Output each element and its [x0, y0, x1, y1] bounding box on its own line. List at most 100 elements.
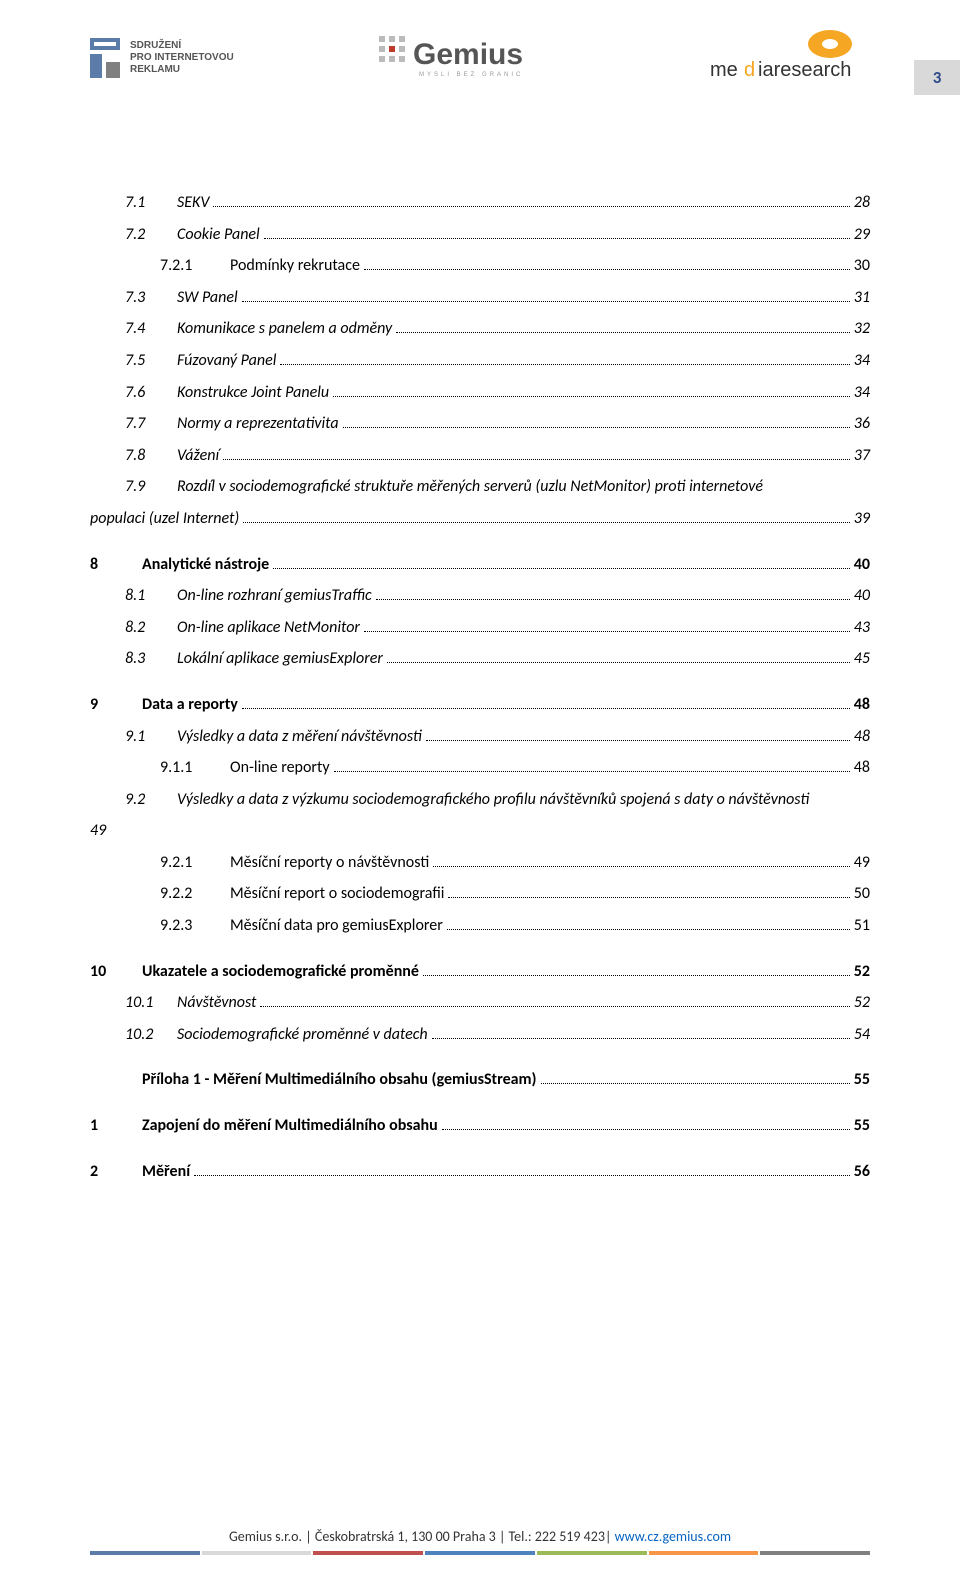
toc-entry[interactable]: 10Ukazatele a sociodemografické proměnné…	[90, 959, 870, 985]
toc-entry[interactable]: 8.2On-line aplikace NetMonitor43	[90, 615, 870, 641]
toc-number: 8	[90, 552, 142, 578]
toc-page: 34	[854, 380, 870, 406]
toc-entry[interactable]: 9.2.2Měsíční report o sociodemografii50	[90, 881, 870, 907]
toc-page: 56	[854, 1159, 870, 1185]
toc-title: Měsíční data pro gemiusExplorer	[230, 913, 443, 939]
toc-entry[interactable]: 9Data a reporty48	[90, 692, 870, 718]
toc-entry[interactable]: 7.5Fúzovaný Panel34	[90, 348, 870, 374]
toc-leader	[242, 696, 850, 709]
toc-leader	[426, 728, 850, 741]
header: SDRUŽENÍ PRO INTERNETOVOU REKLAMU Gemius…	[90, 30, 870, 110]
toc-entry[interactable]: 9.1Výsledky a data z měření návštěvnosti…	[90, 724, 870, 750]
toc-page: 49	[854, 850, 870, 876]
toc-entry[interactable]: 9.2Výsledky a data z výzkumu sociodemogr…	[90, 787, 870, 813]
toc-number: 7.3	[125, 285, 177, 311]
toc-number: 9.2	[125, 787, 177, 813]
toc-entry[interactable]: 7.9Rozdíl v sociodemografické struktuře …	[90, 474, 870, 500]
toc-page: 51	[854, 913, 870, 939]
svg-text:d: d	[744, 59, 755, 81]
toc-number: 7.6	[125, 380, 177, 406]
footer: Gemius s.r.o. | Českobratrská 1, 130 00 …	[90, 1528, 870, 1555]
toc-number: 7.7	[125, 411, 177, 437]
toc-number: 1	[90, 1113, 142, 1139]
toc-entry[interactable]: 7.2Cookie Panel29	[90, 222, 870, 248]
toc-entry[interactable]: 9.2.3Měsíční data pro gemiusExplorer 51	[90, 913, 870, 939]
toc-entry[interactable]: 7.6Konstrukce Joint Panelu34	[90, 380, 870, 406]
toc-title: Normy a reprezentativita	[177, 411, 339, 437]
toc-entry[interactable]: 10.1Návštěvnost52	[90, 990, 870, 1016]
toc-title: populaci (uzel Internet)	[90, 506, 239, 532]
toc-number: 9.1.1	[160, 755, 230, 781]
toc-page: 50	[854, 881, 870, 907]
page-number: 3	[933, 67, 942, 88]
page: SDRUŽENÍ PRO INTERNETOVOU REKLAMU Gemius…	[0, 0, 960, 1585]
toc-entry[interactable]: 7.8Vážení37	[90, 443, 870, 469]
toc-leader	[223, 447, 850, 460]
toc-entry[interactable]: populaci (uzel Internet) 39	[90, 506, 870, 532]
toc-leader	[447, 917, 850, 930]
toc-leader	[423, 963, 850, 976]
toc-leader	[396, 321, 850, 334]
toc-number: 7.8	[125, 443, 177, 469]
toc-number: 10.1	[125, 990, 177, 1016]
toc-number: 7.4	[125, 316, 177, 342]
toc-number: 8.2	[125, 615, 177, 641]
toc-number: 8.1	[125, 583, 177, 609]
toc-entry[interactable]: 7.7Normy a reprezentativita 36	[90, 411, 870, 437]
toc-page: 45	[854, 646, 870, 672]
toc-number: 7.2.1	[160, 253, 230, 279]
toc-page: 29	[854, 222, 870, 248]
toc-page: 40	[854, 552, 870, 578]
toc-page: 39	[854, 506, 870, 532]
toc-entry[interactable]: 8.3Lokální aplikace gemiusExplorer45	[90, 646, 870, 672]
toc-entry[interactable]: Příloha 1 - Měření Multimediálního obsah…	[90, 1067, 870, 1093]
toc-number: 9.2.1	[160, 850, 230, 876]
toc-title: Měsíční reporty o návštěvnosti	[230, 850, 429, 876]
logo-gemius: Gemius MYSLI BEZ GRANIC	[375, 30, 595, 90]
toc-leader	[260, 994, 849, 1007]
toc-page: 31	[854, 285, 870, 311]
footer-bar-segment	[202, 1551, 312, 1555]
page-number-box: 3	[914, 60, 960, 95]
toc-entry[interactable]: 7.3SW Panel 31	[90, 285, 870, 311]
logo-mediaresearch: me d iaresearch	[700, 30, 870, 90]
toc-title: Měsíční report o sociodemografii	[230, 881, 444, 907]
footer-text: Gemius s.r.o. | Českobratrská 1, 130 00 …	[229, 1528, 615, 1545]
toc-title: SW Panel	[177, 285, 238, 311]
toc-entry[interactable]: 2Měření56	[90, 1159, 870, 1185]
toc-entry[interactable]: 10.2Sociodemografické proměnné v datech5…	[90, 1022, 870, 1048]
toc-entry[interactable]: 9.1.1On-line reporty48	[90, 755, 870, 781]
toc-entry[interactable]: 7.1SEKV28	[90, 190, 870, 216]
toc-page: 32	[854, 316, 870, 342]
toc-number: 9.2.3	[160, 913, 230, 939]
toc-title: Komunikace s panelem a odměny	[177, 316, 392, 342]
toc-title: Ukazatele a sociodemografické proměnné	[142, 959, 419, 985]
toc-entry[interactable]: 7.4Komunikace s panelem a odměny 32	[90, 316, 870, 342]
toc-number: 9.1	[125, 724, 177, 750]
toc-page: 37	[854, 443, 870, 469]
toc-leader	[376, 587, 850, 600]
toc-entry[interactable]: 8.1On-line rozhraní gemiusTraffic40	[90, 583, 870, 609]
toc-title: Zapojení do měření Multimediálního obsah…	[142, 1113, 438, 1139]
toc-title: On-line rozhraní gemiusTraffic	[177, 583, 372, 609]
svg-text:me: me	[710, 59, 738, 81]
svg-text:iaresearch: iaresearch	[758, 59, 851, 81]
toc-title: Sociodemografické proměnné v datech	[177, 1022, 428, 1048]
toc-entry[interactable]: 7.2.1Podmínky rekrutace30	[90, 253, 870, 279]
toc-entry[interactable]: 9.2.1Měsíční reporty o návštěvnosti 49	[90, 850, 870, 876]
toc-page: 52	[854, 959, 870, 985]
toc-entry[interactable]: 49	[90, 818, 870, 844]
toc-entry[interactable]: 1Zapojení do měření Multimediálního obsa…	[90, 1113, 870, 1139]
footer-link[interactable]: www.cz.gemius.com	[615, 1528, 731, 1545]
toc-page: 48	[854, 692, 870, 718]
toc-entry[interactable]: 8Analytické nástroje40	[90, 552, 870, 578]
toc-number: 2	[90, 1159, 142, 1185]
toc-number: 9	[90, 692, 142, 718]
toc-page: 48	[854, 724, 870, 750]
toc-leader	[364, 257, 850, 270]
toc-number: 7.9	[125, 474, 177, 500]
toc-page: 36	[854, 411, 870, 437]
toc-leader	[364, 619, 850, 632]
toc-title: On-line reporty	[230, 755, 330, 781]
toc-number: 8.3	[125, 646, 177, 672]
